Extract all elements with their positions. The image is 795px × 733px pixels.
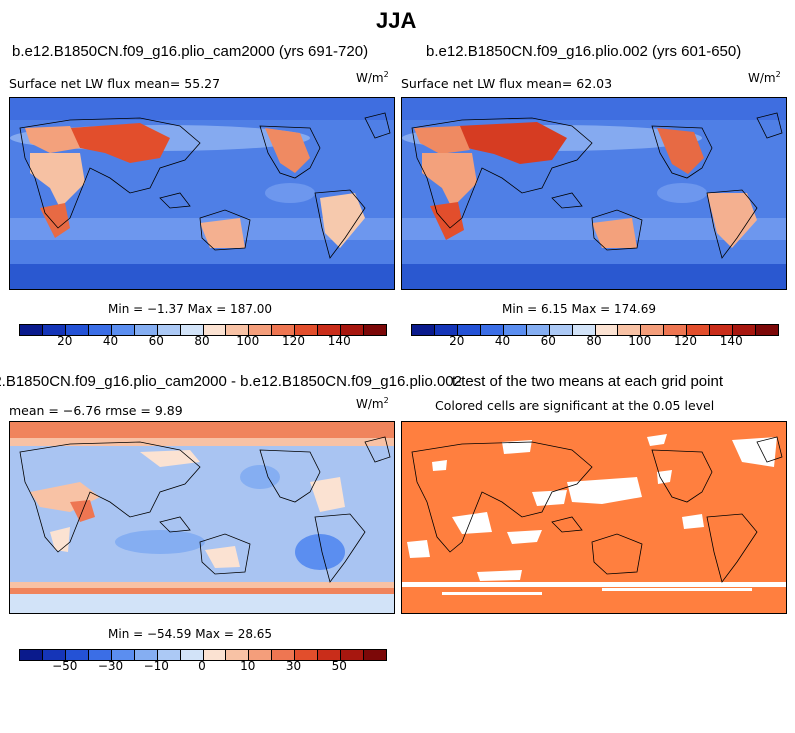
panel-3-subtitle: mean = −6.76 rmse = 9.89 [9, 403, 183, 418]
colorbar-1-swatch [318, 325, 342, 335]
colorbar-1-swatch [364, 325, 386, 335]
colorbar-2-swatch [434, 325, 458, 335]
colorbar-tick-label: −10 [143, 659, 169, 673]
panel-4-map [401, 421, 787, 614]
colorbar-tick-label: 30 [285, 659, 302, 673]
colorbar-3-ticks: −50 −30 −10 0 10 30 50 [19, 659, 385, 673]
panel-3-map [9, 421, 395, 614]
colorbar-1-swatch [272, 325, 296, 335]
colorbar-tick-label: −50 [52, 659, 78, 673]
panel-2-minmax: Min = 6.15 Max = 174.69 [502, 302, 656, 316]
colorbar-2-swatch [526, 325, 550, 335]
panel-3-minmax: Min = −54.59 Max = 28.65 [108, 627, 273, 641]
colorbar-1-swatch [42, 325, 66, 335]
colorbar-tick-label: 100 [236, 334, 260, 348]
colorbar-1-swatch [226, 325, 250, 335]
figure-title: JJA [376, 8, 417, 33]
colorbar-tick-label: 60 [540, 334, 556, 348]
panel-2-title: b.e12.B1850CN.f09_g16.plio.002 (yrs 601-… [426, 43, 742, 60]
colorbar-3-swatch [88, 650, 112, 660]
colorbar-2-swatch [687, 325, 711, 335]
colorbar-tick-label: −30 [97, 659, 124, 673]
colorbar-tick-label: 140 [719, 334, 743, 348]
colorbar-3-swatch [134, 650, 158, 660]
colorbar-3-swatch [295, 650, 319, 660]
colorbar-3-swatch [272, 650, 296, 660]
colorbar-2-swatch [756, 325, 778, 335]
colorbar-3-swatch [111, 650, 135, 660]
colorbar-tick-label: 0 [198, 659, 206, 673]
colorbar-1-swatch [111, 325, 135, 335]
panel-3-units: W/m2 [356, 396, 389, 411]
colorbar-tick-label: 140 [327, 334, 351, 348]
colorbar-1-swatch [157, 325, 181, 335]
colorbar-3-swatch [364, 650, 386, 660]
colorbar-3-swatch [42, 650, 66, 660]
panel-4-title: t-test of the two means at each grid poi… [452, 373, 723, 390]
colorbar-tick-label: 80 [586, 334, 602, 348]
panel-4-subtitle: Colored cells are significant at the 0.0… [435, 398, 715, 413]
colorbar-3-swatch [318, 650, 342, 660]
colorbar-1-ticks: 20 40 60 80 100 120 140 [19, 334, 385, 348]
panel-3-title: b.e12.B1850CN.f09_g16.plio_cam2000 - b.e… [0, 373, 462, 390]
colorbar-3-swatch [341, 650, 365, 660]
colorbar-1-swatch [134, 325, 158, 335]
panel-2-units: W/m2 [748, 70, 781, 85]
panel-1-map [9, 97, 395, 290]
colorbar-2-swatch [733, 325, 757, 335]
panel-2-map [401, 97, 787, 290]
colorbar-3-swatch [203, 650, 227, 660]
colorbar-2-swatch [480, 325, 504, 335]
colorbar-tick-label: 120 [282, 334, 305, 348]
colorbar-tick-label: 120 [674, 334, 697, 348]
colorbar-1-swatch [249, 325, 273, 335]
colorbar-1-swatch [180, 325, 204, 335]
colorbar-2-swatch [549, 325, 573, 335]
colorbar-tick-label: 20 [449, 334, 465, 348]
colorbar-3 [19, 649, 387, 661]
colorbar-2-swatch [412, 325, 435, 335]
panel-1-title: b.e12.B1850CN.f09_g16.plio_cam2000 (yrs … [12, 43, 369, 60]
colorbar-tick-label: 20 [57, 334, 73, 348]
colorbar-tick-label: 60 [148, 334, 164, 348]
colorbar-tick-label: 50 [331, 659, 347, 673]
colorbar-tick-label: 10 [240, 659, 256, 673]
colorbar-2 [411, 324, 779, 336]
colorbar-1-swatch [203, 325, 227, 335]
colorbar-2-swatch [457, 325, 481, 335]
colorbar-3-swatch [249, 650, 273, 660]
colorbar-1-swatch [341, 325, 365, 335]
colorbar-2-swatch [664, 325, 688, 335]
colorbar-3-swatch [157, 650, 181, 660]
colorbar-2-swatch [710, 325, 734, 335]
colorbar-2-swatch [572, 325, 596, 335]
colorbar-3-swatch [226, 650, 250, 660]
colorbar-1-swatch [65, 325, 89, 335]
colorbar-tick-label: 80 [194, 334, 210, 348]
colorbar-3-swatch [65, 650, 89, 660]
colorbar-2-swatch [503, 325, 527, 335]
colorbar-1-swatch [295, 325, 319, 335]
panel-2-subtitle: Surface net LW flux mean= 62.03 [401, 76, 613, 91]
panel-1-units: W/m2 [356, 70, 389, 85]
colorbar-tick-label: 40 [102, 334, 119, 348]
colorbar-3-swatch [20, 650, 43, 660]
panel-1-subtitle: Surface net LW flux mean= 55.27 [9, 76, 221, 91]
panel-1-minmax: Min = −1.37 Max = 187.00 [108, 302, 273, 316]
colorbar-tick-label: 100 [628, 334, 652, 348]
colorbar-2-swatch [595, 325, 619, 335]
colorbar-1-swatch [88, 325, 112, 335]
colorbar-2-ticks: 20 40 60 80 100 120 140 [411, 334, 777, 348]
colorbar-3-swatch [180, 650, 204, 660]
colorbar-tick-label: 40 [494, 334, 511, 348]
colorbar-2-swatch [618, 325, 642, 335]
colorbar-2-swatch [641, 325, 665, 335]
colorbar-1-swatch [20, 325, 43, 335]
colorbar-1 [19, 324, 387, 336]
